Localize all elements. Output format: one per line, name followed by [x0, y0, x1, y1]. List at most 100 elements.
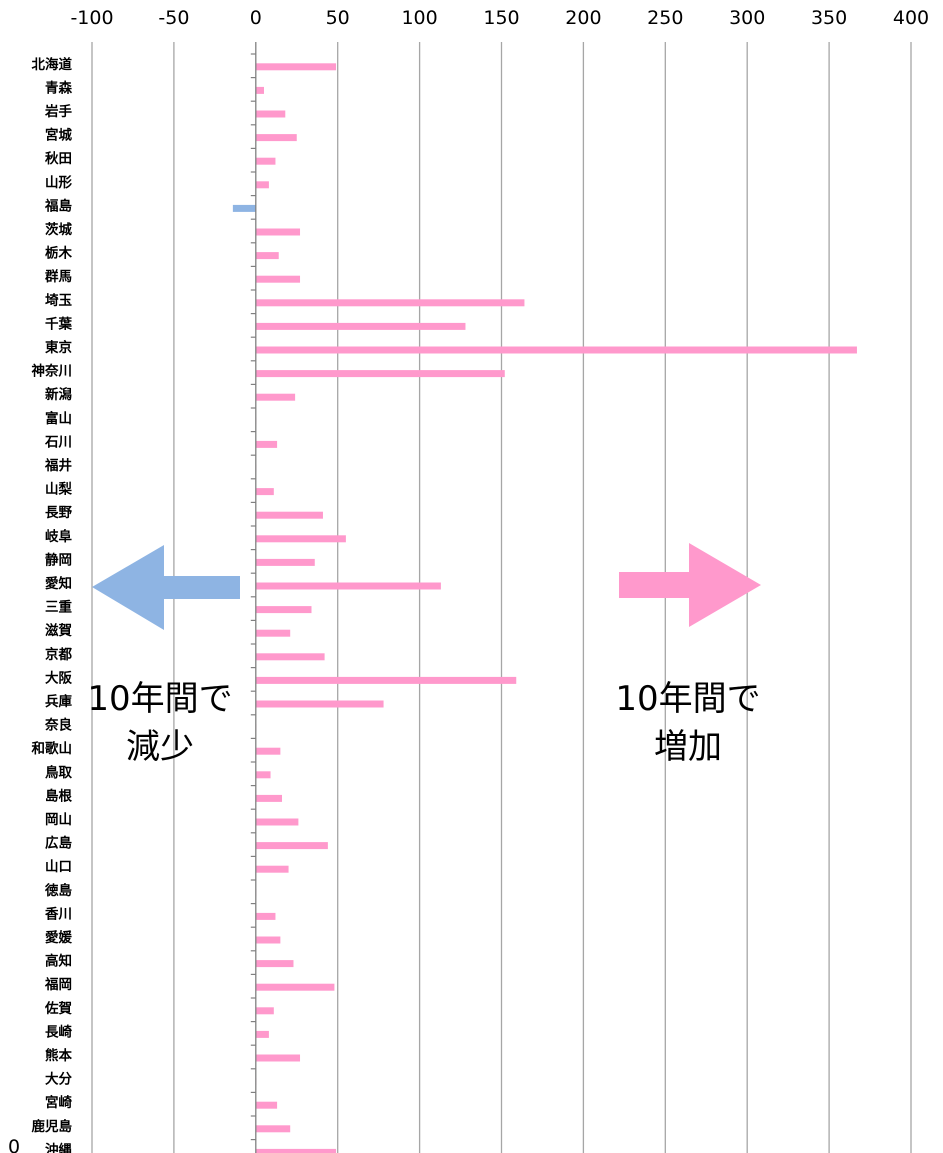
bar [255, 747, 281, 755]
bar [255, 488, 274, 496]
bar [255, 228, 301, 236]
increase-label-line2: 増加 [654, 727, 722, 767]
decrease-label-line1: 10年間で [87, 679, 232, 719]
y-category-label: 熊本 [45, 1047, 72, 1064]
bar [255, 582, 441, 590]
y-axis-labels: 北海道青森岩手宮城秋田山形福島茨城栃木群馬埼玉千葉東京神奈川新潟富山石川福井山梨… [31, 56, 73, 1153]
y-category-label: 山口 [45, 859, 72, 875]
bar [255, 252, 279, 260]
bar [255, 676, 517, 684]
y-category-label: 埼玉 [45, 292, 72, 309]
y-category-label: 千葉 [45, 315, 72, 332]
x-tick-label: 350 [811, 7, 847, 29]
y-category-label: 大分 [45, 1071, 72, 1088]
bar [255, 535, 346, 543]
increase-annotation: 10年間で 増加 [615, 543, 761, 767]
bar [255, 86, 264, 94]
increase-label-line1: 10年間で [615, 679, 760, 719]
bar [255, 700, 384, 708]
x-tick-label: -100 [70, 7, 113, 29]
y-category-label: 鳥取 [45, 764, 72, 781]
gridlines [91, 42, 912, 1153]
y-category-label: 宮崎 [45, 1094, 72, 1111]
bar [255, 63, 337, 71]
bar [255, 1007, 274, 1015]
x-axis-ticks: -100 -50 0 50 100 150 200 250 300 350 400 [70, 7, 929, 29]
bar [255, 346, 857, 354]
y-category-label: 沖縄 [45, 1141, 72, 1153]
y-category-label: 徳島 [44, 882, 72, 899]
y-category-label: 山梨 [45, 481, 72, 498]
y-category-label: 長崎 [45, 1023, 72, 1040]
x-tick-label: 400 [893, 7, 929, 29]
y-category-label: 茨城 [45, 221, 72, 238]
bar [255, 558, 315, 566]
y-category-label: 大阪 [45, 669, 72, 686]
y-category-label: 高知 [45, 953, 72, 970]
y-category-label: 東京 [45, 339, 72, 356]
bar [255, 1030, 269, 1038]
y-category-label: 和歌山 [32, 740, 73, 757]
bar [255, 960, 294, 968]
x-tick-label: 150 [483, 7, 519, 29]
y-category-label: 三重 [45, 599, 72, 616]
right-arrow-icon [619, 543, 761, 627]
y-axis [250, 42, 257, 1153]
y-category-label: 奈良 [44, 717, 72, 734]
bar [255, 865, 289, 873]
bar [255, 818, 299, 826]
bar [255, 299, 525, 307]
bar [255, 322, 466, 330]
y-category-label: 岐阜 [45, 528, 72, 545]
bar [255, 842, 328, 850]
x-tick-label: 100 [401, 7, 437, 29]
bar [255, 393, 296, 401]
y-category-label: 静岡 [45, 551, 72, 568]
bar [255, 1054, 301, 1062]
bar [255, 606, 312, 614]
y-category-label: 新潟 [45, 386, 72, 403]
bar [255, 511, 323, 519]
y-category-label: 岩手 [44, 103, 72, 120]
y-category-label: 福井 [44, 457, 72, 474]
y-category-label: 愛媛 [45, 929, 72, 946]
y-category-label: 鹿児島 [31, 1118, 73, 1135]
stray-zero-label: 0 [8, 1136, 20, 1153]
y-category-label: 滋賀 [45, 622, 72, 639]
bar [255, 181, 269, 189]
bar [232, 204, 256, 212]
y-category-label: 富山 [45, 410, 72, 427]
y-category-label: 秋田 [45, 150, 72, 167]
bar [255, 1148, 337, 1153]
y-category-label: 栃木 [45, 245, 72, 262]
y-category-label: 石川 [44, 434, 72, 450]
bar [255, 1125, 291, 1133]
y-category-label: 福岡 [44, 976, 72, 993]
x-tick-label: 200 [565, 7, 601, 29]
y-category-label: 島根 [45, 787, 72, 804]
y-category-label: 群馬 [44, 268, 72, 285]
y-category-label: 愛知 [45, 575, 72, 592]
y-category-label: 山形 [45, 175, 72, 191]
bar [255, 1101, 278, 1109]
bar [255, 629, 291, 637]
bars [232, 63, 857, 1153]
decrease-annotation: 10年間で 減少 [87, 545, 240, 767]
y-category-label: 岡山 [45, 812, 72, 828]
bar [255, 370, 505, 378]
x-tick-label: 50 [326, 7, 350, 29]
y-category-label: 青森 [45, 79, 72, 96]
bar [255, 936, 281, 944]
left-arrow-icon [92, 545, 240, 630]
y-category-label: 佐賀 [44, 1000, 72, 1017]
y-category-label: 京都 [45, 646, 72, 663]
bar [255, 912, 276, 920]
bar [255, 440, 278, 448]
x-tick-label: 0 [250, 7, 262, 29]
bar [255, 983, 335, 991]
bar [255, 275, 301, 283]
bar [255, 794, 283, 802]
y-category-label: 兵庫 [45, 693, 72, 710]
bar [255, 771, 271, 779]
